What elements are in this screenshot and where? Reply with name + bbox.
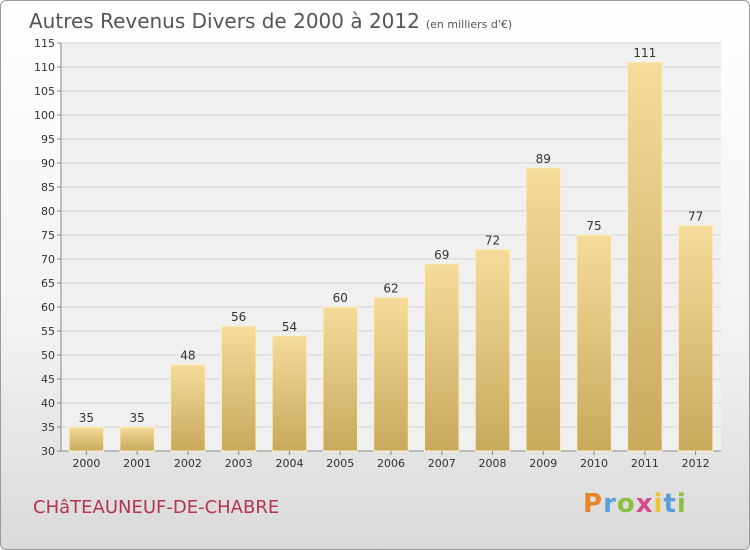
x-tick-label: 2012 xyxy=(682,457,710,470)
y-tick-label: 65 xyxy=(41,277,55,290)
chart-subtitle: (en milliers d'€) xyxy=(425,18,513,31)
bar xyxy=(322,306,358,452)
y-tick-label: 55 xyxy=(41,325,55,338)
y-tick-label: 90 xyxy=(41,157,55,170)
x-tick-label: 2005 xyxy=(326,457,354,470)
bar xyxy=(373,296,409,452)
bar-value-label: 48 xyxy=(180,349,195,363)
bar-value-label: 62 xyxy=(383,281,398,295)
y-tick-label: 115 xyxy=(34,37,55,50)
x-tick-label: 2009 xyxy=(529,457,557,470)
bar-value-label: 111 xyxy=(633,46,656,60)
x-tick-label: 2002 xyxy=(174,457,202,470)
bar-value-label: 69 xyxy=(434,248,449,262)
logo-letter: x xyxy=(635,489,654,519)
chart-title-text: Autres Revenus Divers de 2000 à 2012 xyxy=(29,9,420,33)
logo-letter: i xyxy=(653,489,664,519)
bar-value-label: 89 xyxy=(536,152,551,166)
bar xyxy=(424,263,460,452)
bar-value-label: 75 xyxy=(586,219,601,233)
bar-value-label: 56 xyxy=(231,310,246,324)
y-tick-label: 105 xyxy=(34,85,55,98)
logo-letter: o xyxy=(616,489,636,519)
bar-value-label: 60 xyxy=(333,291,348,305)
place-name: CHâTEAUNEUF-DE-CHABRE xyxy=(33,497,280,518)
y-tick-label: 30 xyxy=(41,445,55,458)
logo-letter: i xyxy=(676,489,687,519)
x-tick-label: 2007 xyxy=(428,457,456,470)
bar-value-label: 77 xyxy=(688,209,703,223)
bar-value-label: 35 xyxy=(130,411,145,425)
y-tick-label: 75 xyxy=(41,229,55,242)
bar xyxy=(119,426,155,452)
bar-value-label: 35 xyxy=(79,411,94,425)
bar xyxy=(68,426,105,452)
y-tick-label: 60 xyxy=(41,301,55,314)
bar xyxy=(677,224,714,452)
x-tick-label: 2003 xyxy=(225,457,253,470)
bar xyxy=(271,335,308,452)
x-tick-label: 2004 xyxy=(275,457,303,470)
y-tick-label: 100 xyxy=(34,109,55,122)
y-tick-label: 50 xyxy=(41,349,55,362)
logo-letter: t xyxy=(663,489,677,519)
x-tick-label: 2006 xyxy=(377,457,405,470)
x-tick-label: 2011 xyxy=(631,457,659,470)
x-tick-label: 2010 xyxy=(580,457,608,470)
bar-value-label: 72 xyxy=(485,233,500,247)
x-tick-label: 2000 xyxy=(72,457,100,470)
y-tick-label: 95 xyxy=(41,133,55,146)
y-tick-label: 70 xyxy=(41,253,55,266)
bar xyxy=(170,364,206,452)
chart-title: Autres Revenus Divers de 2000 à 2012 (en … xyxy=(29,9,512,33)
y-tick-label: 40 xyxy=(41,397,55,410)
y-tick-label: 35 xyxy=(41,421,55,434)
logo-letter: P xyxy=(583,489,604,519)
bar xyxy=(525,167,562,452)
proxiti-logo[interactable]: Proxiti xyxy=(583,489,687,519)
logo-letter: r xyxy=(603,489,617,519)
bar xyxy=(474,248,511,452)
x-tick-label: 2001 xyxy=(123,457,151,470)
bar xyxy=(220,325,257,452)
bar xyxy=(576,234,612,452)
x-tick-label: 2008 xyxy=(479,457,507,470)
y-tick-label: 110 xyxy=(34,61,55,74)
y-tick-label: 45 xyxy=(41,373,55,386)
bar xyxy=(627,61,663,452)
y-tick-label: 80 xyxy=(41,205,55,218)
bar-value-label: 54 xyxy=(282,320,297,334)
y-tick-label: 85 xyxy=(41,181,55,194)
